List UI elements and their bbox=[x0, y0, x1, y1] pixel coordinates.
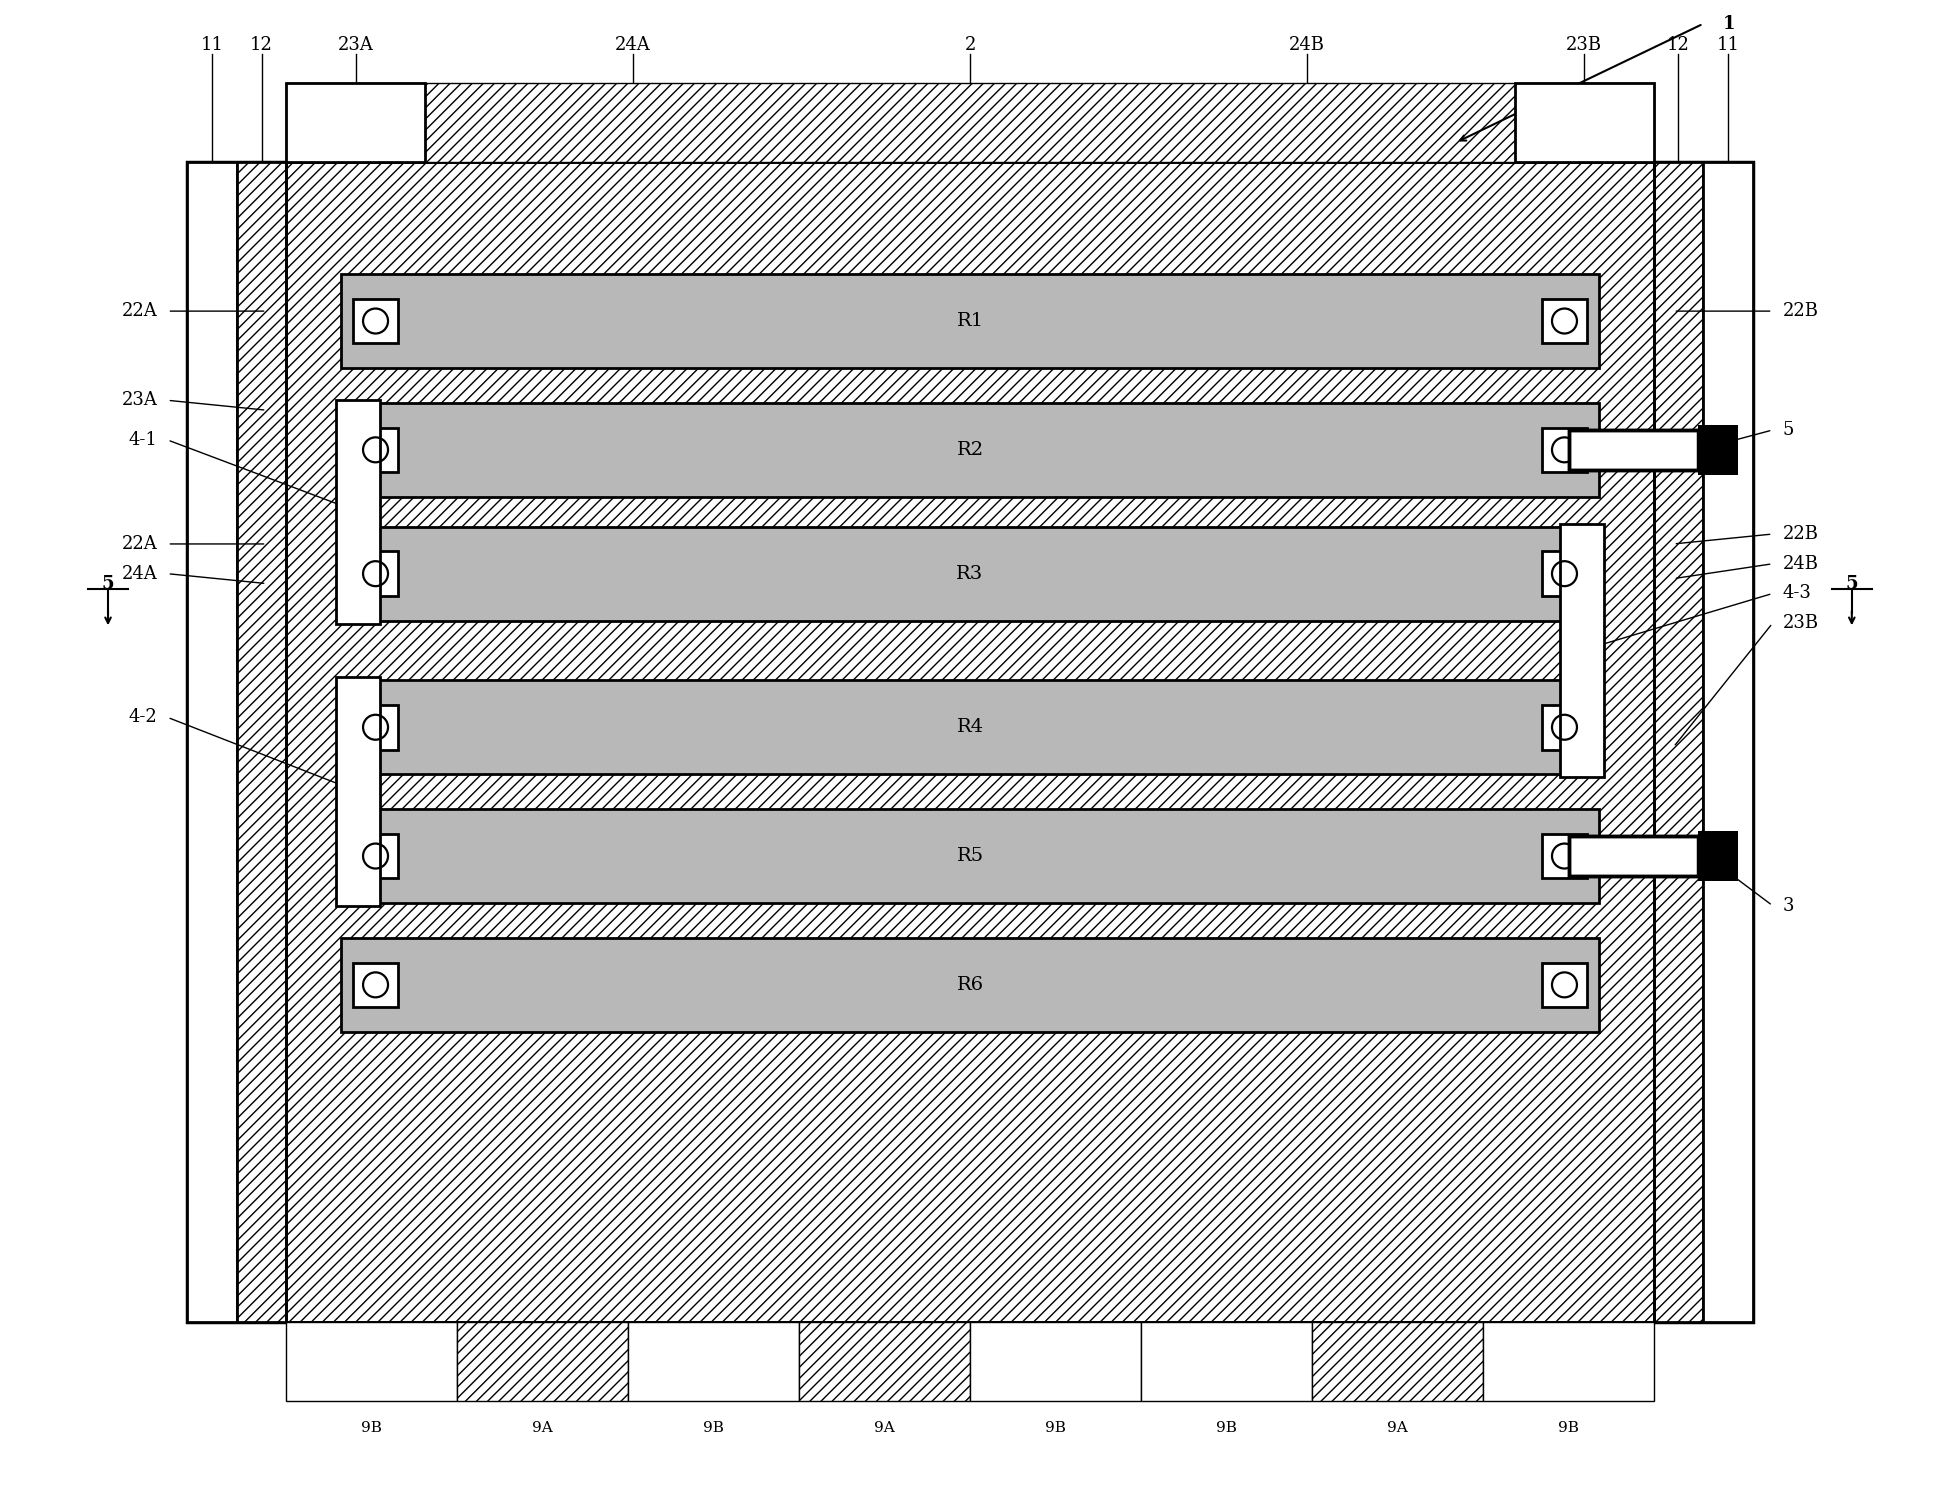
Bar bbox=[1703, 163, 1754, 1322]
Text: 24B: 24B bbox=[1289, 36, 1324, 54]
Bar bbox=[186, 163, 237, 1322]
Text: R4: R4 bbox=[957, 719, 983, 737]
Bar bbox=[353, 963, 398, 1007]
Bar bbox=[1697, 425, 1738, 475]
Bar bbox=[342, 402, 1598, 497]
Bar bbox=[336, 399, 381, 624]
Text: 9B: 9B bbox=[1045, 1421, 1066, 1435]
Text: 22B: 22B bbox=[1783, 301, 1818, 319]
Text: 9B: 9B bbox=[1216, 1421, 1237, 1435]
Bar bbox=[342, 274, 1598, 368]
Text: 22A: 22A bbox=[122, 301, 157, 319]
Text: 23A: 23A bbox=[122, 392, 157, 410]
Bar bbox=[456, 1322, 627, 1402]
Text: 23B: 23B bbox=[1783, 615, 1818, 633]
Bar bbox=[285, 1322, 456, 1402]
Bar bbox=[1569, 429, 1697, 470]
Text: 5: 5 bbox=[1845, 574, 1858, 592]
Text: 12: 12 bbox=[1666, 36, 1690, 54]
Bar bbox=[1655, 163, 1703, 1322]
Bar bbox=[1484, 1322, 1655, 1402]
Bar bbox=[1542, 298, 1587, 344]
Bar bbox=[627, 1322, 798, 1402]
Text: 9B: 9B bbox=[361, 1421, 383, 1435]
Bar bbox=[342, 526, 1598, 621]
Text: 11: 11 bbox=[1717, 36, 1740, 54]
Bar bbox=[1542, 552, 1587, 595]
Text: 4-2: 4-2 bbox=[128, 708, 157, 726]
Text: 5: 5 bbox=[101, 574, 115, 592]
Text: 24A: 24A bbox=[122, 565, 157, 583]
Text: 24B: 24B bbox=[1783, 555, 1818, 573]
Text: 9A: 9A bbox=[1387, 1421, 1408, 1435]
Bar bbox=[353, 833, 398, 879]
Text: 22B: 22B bbox=[1783, 524, 1818, 543]
Text: 12: 12 bbox=[251, 36, 274, 54]
Text: 9B: 9B bbox=[1557, 1421, 1579, 1435]
Bar bbox=[285, 83, 425, 163]
Bar bbox=[1569, 836, 1728, 876]
Bar bbox=[237, 163, 285, 1322]
Text: 2: 2 bbox=[965, 36, 975, 54]
Bar bbox=[336, 677, 381, 906]
Text: 22A: 22A bbox=[122, 535, 157, 553]
Bar bbox=[1542, 705, 1587, 749]
Bar bbox=[285, 163, 1655, 1322]
Bar bbox=[342, 680, 1598, 775]
Bar bbox=[342, 937, 1598, 1032]
Text: R1: R1 bbox=[957, 312, 983, 330]
Text: 4-1: 4-1 bbox=[128, 431, 157, 449]
Text: R6: R6 bbox=[957, 977, 983, 993]
Bar bbox=[353, 552, 398, 595]
Bar bbox=[1559, 523, 1604, 778]
Text: 9A: 9A bbox=[874, 1421, 895, 1435]
Bar bbox=[342, 680, 1598, 775]
Text: 4-3: 4-3 bbox=[1783, 585, 1812, 603]
Bar bbox=[353, 298, 398, 344]
Text: 24A: 24A bbox=[616, 36, 651, 54]
Text: R3: R3 bbox=[955, 565, 985, 583]
Bar bbox=[1542, 963, 1587, 1007]
Text: 9A: 9A bbox=[532, 1421, 553, 1435]
Text: R2: R2 bbox=[957, 442, 983, 458]
Text: 23A: 23A bbox=[338, 36, 373, 54]
Bar bbox=[798, 1322, 969, 1402]
Text: 9B: 9B bbox=[703, 1421, 724, 1435]
Bar bbox=[342, 809, 1598, 903]
Bar bbox=[353, 428, 398, 472]
Bar bbox=[342, 937, 1598, 1032]
Bar bbox=[1313, 1322, 1484, 1402]
Text: 3: 3 bbox=[1783, 897, 1794, 915]
Bar bbox=[285, 163, 1655, 1322]
Bar bbox=[342, 402, 1598, 497]
Text: 5: 5 bbox=[1783, 420, 1794, 439]
Bar bbox=[969, 1322, 1140, 1402]
Bar bbox=[1542, 428, 1587, 472]
Bar bbox=[1569, 429, 1728, 470]
Bar bbox=[1697, 832, 1738, 880]
Bar bbox=[353, 705, 398, 749]
Text: 1: 1 bbox=[1723, 15, 1736, 33]
Bar bbox=[1542, 833, 1587, 879]
Bar bbox=[186, 163, 1754, 1322]
Bar bbox=[1515, 83, 1655, 163]
Text: 23B: 23B bbox=[1567, 36, 1602, 54]
Text: 11: 11 bbox=[200, 36, 223, 54]
Bar bbox=[342, 526, 1598, 621]
Bar bbox=[1140, 1322, 1313, 1402]
Bar bbox=[1569, 836, 1697, 876]
Bar bbox=[285, 83, 1655, 163]
Bar bbox=[342, 809, 1598, 903]
Text: R5: R5 bbox=[957, 847, 983, 865]
Bar bbox=[342, 274, 1598, 368]
